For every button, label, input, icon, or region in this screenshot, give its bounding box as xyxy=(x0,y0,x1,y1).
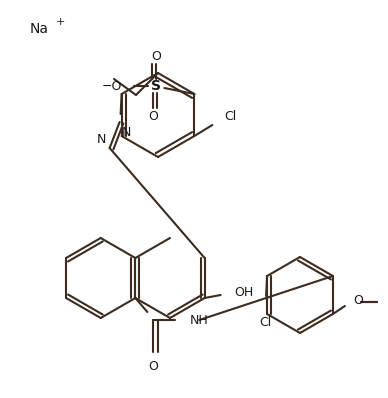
Text: Na: Na xyxy=(30,22,49,36)
Text: N: N xyxy=(121,126,131,139)
Text: S: S xyxy=(151,79,161,93)
Text: +: + xyxy=(56,17,65,27)
Text: Cl: Cl xyxy=(259,316,271,329)
Text: N: N xyxy=(96,133,106,146)
Text: O: O xyxy=(151,49,161,62)
Text: OH: OH xyxy=(235,287,254,300)
Text: Cl: Cl xyxy=(224,109,237,123)
Text: O: O xyxy=(149,359,158,373)
Text: NH: NH xyxy=(189,314,208,326)
Text: O: O xyxy=(353,295,363,308)
Text: O: O xyxy=(149,109,158,123)
Text: −O: −O xyxy=(102,80,122,92)
